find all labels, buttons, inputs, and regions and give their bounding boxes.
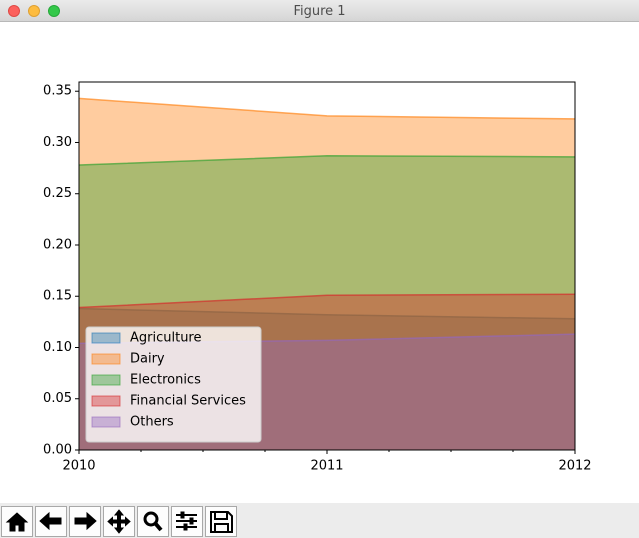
legend-label: Others: [130, 415, 174, 430]
slider: [183, 523, 188, 531]
legend-label: Agriculture: [130, 331, 202, 346]
close-button[interactable]: [8, 5, 20, 17]
legend-label: Financial Services: [130, 394, 246, 409]
zoom-button[interactable]: [48, 5, 60, 17]
x-tick-label: 2012: [558, 459, 591, 474]
forward-icon: [74, 511, 97, 531]
title-bar: Figure 1: [0, 0, 639, 22]
zoom-icon-handle: [153, 521, 163, 532]
toolbar: [0, 503, 639, 538]
legend-label: Dairy: [130, 352, 165, 367]
y-tick-label: 0.05: [43, 391, 72, 406]
back-icon: [39, 511, 62, 531]
area-line: [78, 155, 576, 166]
y-tick-label: 0.30: [43, 135, 72, 150]
legend: Agriculture Dairy Electronics Financial Ser…: [85, 326, 262, 443]
y-tick-label: 0.10: [43, 340, 72, 355]
y-tick-label: 0.20: [43, 237, 72, 252]
slider: [189, 517, 194, 525]
pan-icon: [107, 509, 131, 534]
x-tick-label: 2011: [310, 459, 343, 474]
y-tick-label: 0.35: [43, 84, 72, 99]
legend-label: Electronics: [130, 373, 201, 388]
legend-swatch: [91, 353, 121, 365]
y-tick-label: 0.00: [43, 443, 72, 458]
area-line: [78, 307, 576, 320]
minimize-button[interactable]: [28, 5, 40, 17]
area-line: [78, 97, 576, 120]
window-title: Figure 1: [293, 4, 346, 19]
save-icon: [210, 511, 233, 533]
chart: 0.00 0.05 0.10 0.15 0.20 0.25 0.30 0.35 2010 2011…: [43, 81, 592, 474]
legend-swatch: [91, 374, 121, 386]
legend-swatch: [91, 416, 121, 428]
legend-swatch: [91, 395, 121, 407]
toolbar-icons: [1, 506, 237, 537]
area-line: [78, 293, 576, 309]
zoom-icon-lens: [143, 511, 159, 527]
home-icon: [5, 512, 29, 532]
y-tick-label: 0.25: [43, 186, 72, 201]
x-tick-label: 2010: [62, 459, 95, 474]
slider: [180, 511, 185, 519]
legend-swatch: [91, 332, 121, 344]
legend-box: [85, 326, 262, 443]
y-tick-label: 0.15: [43, 289, 72, 304]
zoom-tool-button[interactable]: [137, 506, 169, 537]
